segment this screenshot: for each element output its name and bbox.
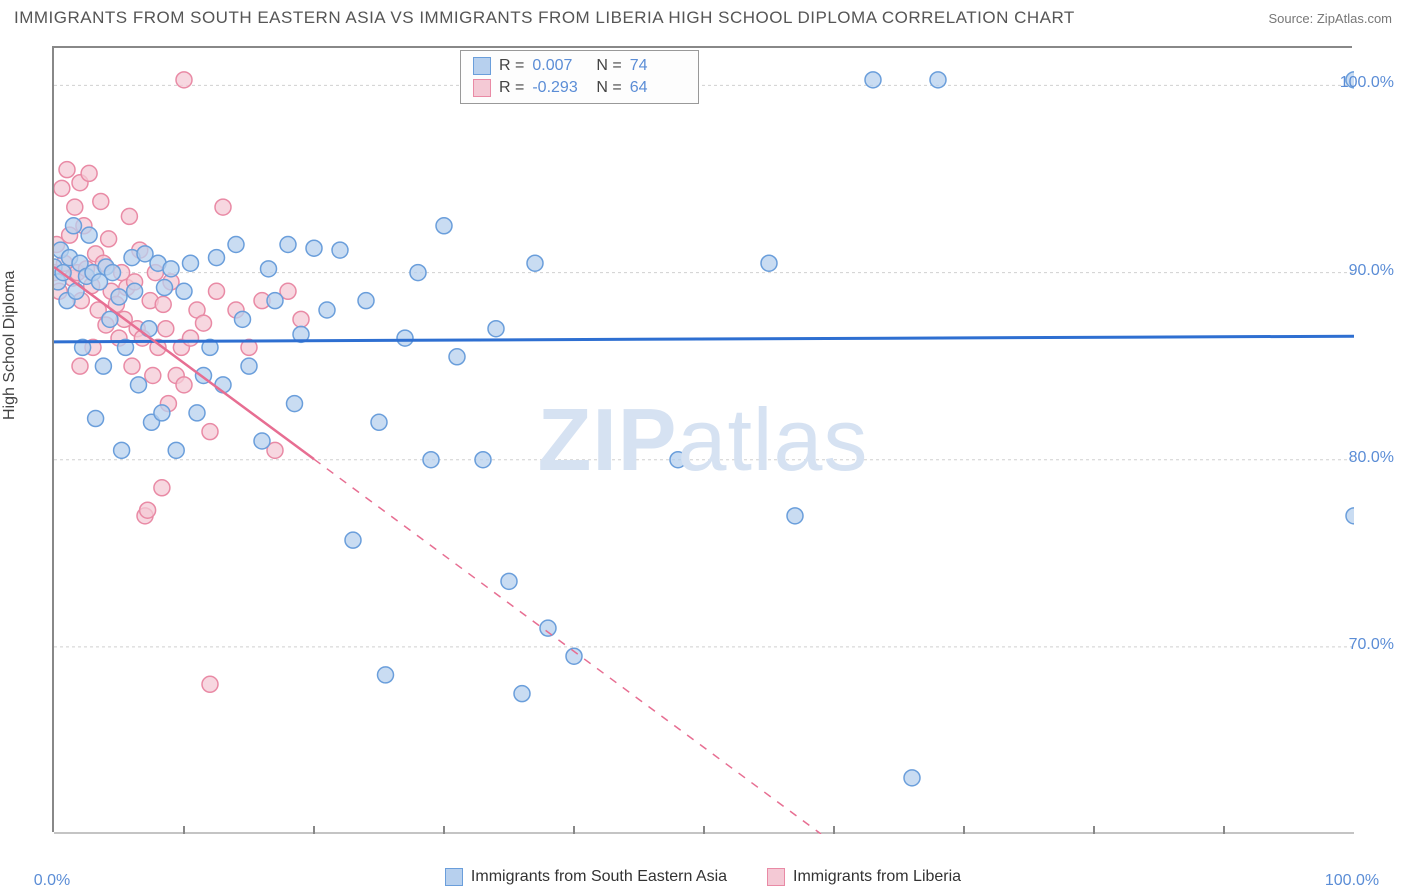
scatter-svg xyxy=(54,48,1354,834)
y-tick-label: 100.0% xyxy=(1340,74,1394,92)
bottom-legend: Immigrants from South Eastern Asia Immig… xyxy=(0,868,1406,886)
y-tick-label: 90.0% xyxy=(1349,262,1394,280)
stats-row-series-a: R = 0.007 N = 74 xyxy=(461,55,698,77)
legend-label-b: Immigrants from Liberia xyxy=(793,868,961,886)
stat-n-value-b: 64 xyxy=(630,79,686,97)
stat-n-value-a: 74 xyxy=(630,57,686,75)
chart-title: IMMIGRANTS FROM SOUTH EASTERN ASIA VS IM… xyxy=(14,8,1075,28)
legend-item-series-a: Immigrants from South Eastern Asia xyxy=(445,868,727,886)
plot-area: ZIPatlas xyxy=(52,46,1352,832)
stat-r-value-a: 0.007 xyxy=(532,57,588,75)
stat-r-label: R = xyxy=(499,79,524,97)
stat-r-value-b: -0.293 xyxy=(532,79,588,97)
swatch-series-b xyxy=(473,79,491,97)
stat-n-label: N = xyxy=(596,57,621,75)
legend-label-a: Immigrants from South Eastern Asia xyxy=(471,868,727,886)
x-tick-label: 0.0% xyxy=(34,872,70,890)
x-tick-label: 100.0% xyxy=(1325,872,1379,890)
stats-legend: R = 0.007 N = 74 R = -0.293 N = 64 xyxy=(460,50,699,104)
stat-r-label: R = xyxy=(499,57,524,75)
swatch-series-b xyxy=(767,868,785,886)
swatch-series-a xyxy=(473,57,491,75)
legend-item-series-b: Immigrants from Liberia xyxy=(767,868,961,886)
swatch-series-a xyxy=(445,868,463,886)
source-label: Source: ZipAtlas.com xyxy=(1268,11,1392,26)
stats-row-series-b: R = -0.293 N = 64 xyxy=(461,77,698,99)
y-tick-label: 70.0% xyxy=(1349,636,1394,654)
y-tick-label: 80.0% xyxy=(1349,449,1394,467)
y-axis-label: High School Diploma xyxy=(1,271,19,420)
stat-n-label: N = xyxy=(596,79,621,97)
